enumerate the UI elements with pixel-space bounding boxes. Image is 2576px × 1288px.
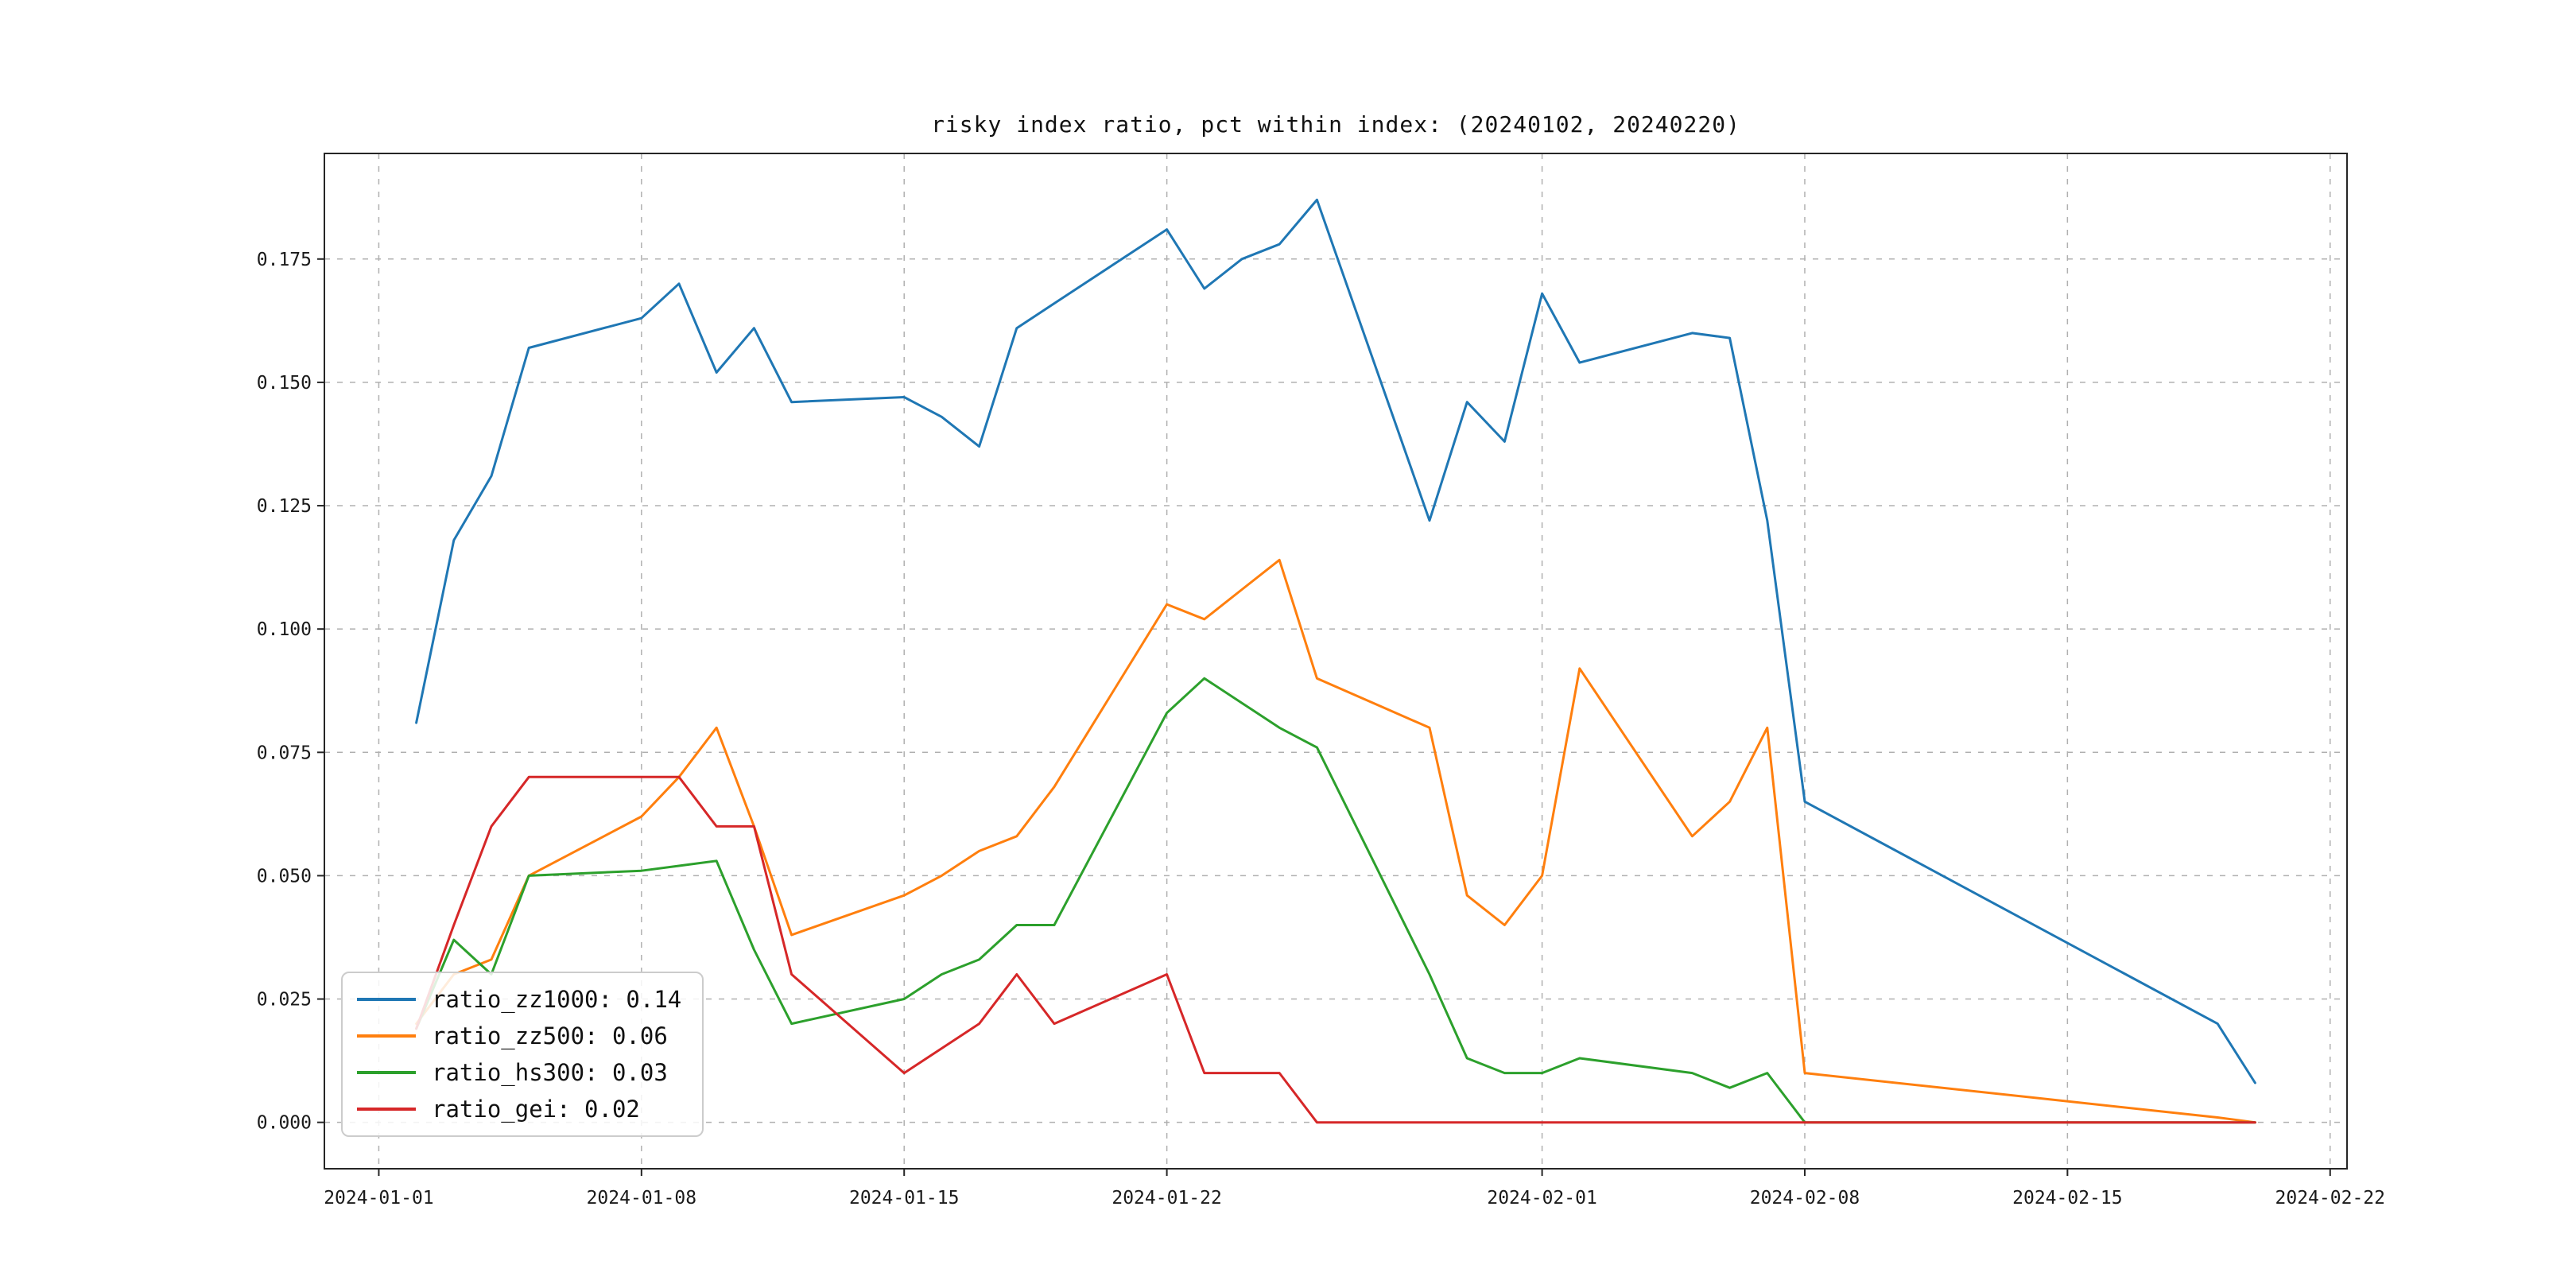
y-tick-label: 0.150: [257, 373, 312, 394]
legend-line-swatch: [357, 1034, 416, 1038]
legend-item: ratio_gei: 0.02: [357, 1096, 681, 1123]
y-tick-label: 0.100: [257, 619, 312, 640]
x-tick-label: 2024-01-01: [324, 1188, 433, 1208]
series-line-ratio_zz500: [415, 558, 2256, 1124]
legend-item-label: ratio_hs300: 0.03: [432, 1059, 668, 1086]
legend-line-swatch: [357, 998, 416, 1001]
legend-item: ratio_zz500: 0.06: [357, 1022, 681, 1049]
x-tick-label: 2024-02-01: [1487, 1188, 1596, 1208]
series-line-ratio_gei: [415, 775, 2256, 1124]
axes-border: [324, 153, 2348, 1170]
y-tick-label: 0.075: [257, 743, 312, 763]
y-tick-label: 0.175: [257, 250, 312, 270]
legend-item: ratio_hs300: 0.03: [357, 1059, 681, 1086]
legend-item-label: ratio_gei: 0.02: [432, 1096, 640, 1123]
legend-item-label: ratio_zz1000: 0.14: [432, 986, 682, 1013]
x-tick-label: 2024-02-08: [1750, 1188, 1860, 1208]
x-tick-label: 2024-01-15: [849, 1188, 959, 1208]
x-tick-label: 2024-01-08: [587, 1188, 696, 1208]
y-tick-label: 0.025: [257, 990, 312, 1011]
y-tick-label: 0.000: [257, 1113, 312, 1134]
chart-title: risky index ratio, pct within index: (20…: [931, 111, 1740, 138]
x-tick-label: 2024-01-22: [1111, 1188, 1221, 1208]
legend-item-label: ratio_zz500: 0.06: [432, 1022, 668, 1049]
legend-item: ratio_zz1000: 0.14: [357, 986, 681, 1013]
legend-line-swatch: [357, 1108, 416, 1111]
y-tick-label: 0.050: [257, 866, 312, 886]
series-line-ratio_zz1000: [415, 198, 2256, 1084]
legend-line-swatch: [357, 1071, 416, 1074]
x-tick-label: 2024-02-22: [2275, 1188, 2385, 1208]
y-tick-label: 0.125: [257, 496, 312, 517]
x-tick-label: 2024-02-15: [2012, 1188, 2122, 1208]
legend: ratio_zz1000: 0.14 ratio_zz500: 0.06 ratio…: [341, 972, 704, 1137]
series-line-ratio_hs300: [415, 677, 2256, 1124]
